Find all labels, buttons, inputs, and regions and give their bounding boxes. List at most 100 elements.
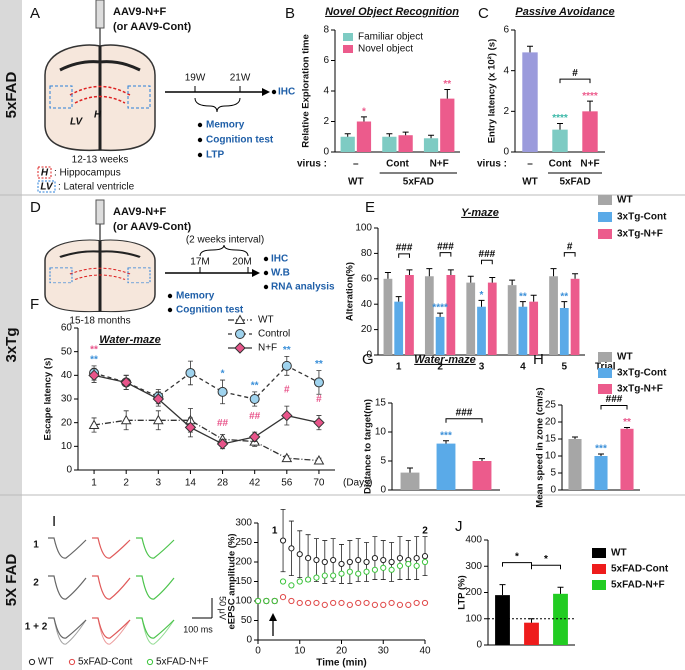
ephys-trace <box>48 575 87 600</box>
legend-swatch <box>598 368 612 378</box>
syringe <box>95 199 105 225</box>
control-vector: (or AAV9-Cont) <box>113 221 192 233</box>
x-axis-label: Trial <box>595 362 616 373</box>
legend-label: 3xTg-Cont <box>617 212 667 223</box>
annotation: ** <box>443 79 451 90</box>
y-tick-label: 10 <box>61 441 73 452</box>
x-tick-label: 56 <box>281 478 293 489</box>
bar <box>594 456 608 490</box>
test: LTP <box>206 150 224 161</box>
legend-swatch <box>592 580 606 590</box>
annotation: ** <box>623 417 631 428</box>
brace <box>199 244 249 257</box>
error-bar <box>447 269 454 275</box>
bullet <box>197 152 203 158</box>
x-tick-label: 2 <box>123 478 129 489</box>
vector: AAV9-N+F <box>113 6 167 18</box>
y-tick-label: 40 <box>61 370 73 381</box>
endpoint: RNA analysis <box>271 282 335 293</box>
y-tick-label: 250 <box>235 537 252 548</box>
bar <box>436 443 456 490</box>
marker <box>313 599 320 607</box>
y-tick-label: 0 <box>503 147 509 158</box>
marker <box>216 438 229 450</box>
y-tick-label: 100 <box>235 596 252 607</box>
annotation: ** <box>560 291 568 302</box>
marker <box>388 558 395 566</box>
test: Memory <box>176 291 215 302</box>
marker <box>338 560 345 568</box>
annotation: ### <box>479 249 496 260</box>
group-label: 5xFAD <box>403 177 434 188</box>
legend-label: 5xFAD-N+F <box>611 580 665 591</box>
panel-letter: G <box>362 351 374 368</box>
x-tick-label: Cont <box>386 159 409 170</box>
y-axis-label: Relative Exploration time <box>301 34 312 148</box>
panel-letter: D <box>30 199 41 216</box>
x-tick-label: 3 <box>156 478 162 489</box>
ephys-trace <box>136 575 175 600</box>
x-tick-label: Cont <box>549 159 572 170</box>
marker <box>396 601 404 609</box>
marker <box>288 597 295 605</box>
bullet <box>197 137 203 143</box>
annotation: ## <box>249 411 261 422</box>
side-label: 5xFAD <box>3 71 20 118</box>
marker <box>363 599 370 607</box>
marker <box>248 431 261 443</box>
marker <box>330 572 337 579</box>
trace-row-label: 1 + 2 <box>25 622 48 633</box>
y-tick-label: 10 <box>375 427 387 438</box>
error-bar <box>479 458 485 461</box>
endpoint: IHC <box>278 87 295 98</box>
bar <box>529 301 539 355</box>
marker <box>305 576 312 583</box>
ephys-trace <box>92 617 131 645</box>
marker <box>263 597 270 605</box>
legend-swatch <box>592 548 606 558</box>
arrowhead <box>252 269 260 277</box>
marker <box>68 658 76 666</box>
annotation: *** <box>440 430 452 441</box>
timepoint: 20M <box>232 257 251 268</box>
arrowhead <box>262 88 270 96</box>
syringe <box>95 0 105 29</box>
y-tick-label: 0 <box>66 465 72 476</box>
marker <box>413 562 420 570</box>
annotation: ** <box>90 355 98 366</box>
bar <box>507 285 517 355</box>
error-bar <box>527 45 533 53</box>
legend-box <box>37 166 52 179</box>
annotation: ** <box>251 381 259 392</box>
legend-swatch <box>343 33 353 41</box>
chart-title: Water-maze <box>99 334 161 346</box>
marker <box>421 553 429 560</box>
y-tick-label: 15 <box>545 434 557 445</box>
legend-label: Control <box>258 329 290 340</box>
y-tick-label: 100 <box>355 223 372 234</box>
panel-letter: J <box>455 518 463 535</box>
annotation: * <box>544 554 548 565</box>
x-tick-label: 0 <box>255 646 261 657</box>
error-bar <box>499 584 506 596</box>
trace-row-label: 2 <box>33 578 39 589</box>
bullet <box>167 307 173 313</box>
marker <box>330 556 337 564</box>
x-row-label: virus : <box>297 159 327 170</box>
legend-abbr: H <box>41 168 49 179</box>
x-axis-label: (Days) <box>343 478 372 489</box>
legend-label: WT <box>38 657 54 668</box>
amp-scale: 50 μV <box>218 596 228 620</box>
marker <box>330 599 337 607</box>
y-tick-label: 60 <box>61 323 73 334</box>
y-axis-label: eEPSC amplitude (%) <box>227 533 238 629</box>
annotation: ### <box>396 243 413 254</box>
legend-label: 3xTg-N+F <box>617 229 663 240</box>
marker <box>288 545 295 552</box>
error-bar <box>572 436 578 439</box>
bar <box>559 308 569 355</box>
legend-label: 5xFAD-N+F <box>156 657 209 668</box>
marker <box>235 329 245 339</box>
